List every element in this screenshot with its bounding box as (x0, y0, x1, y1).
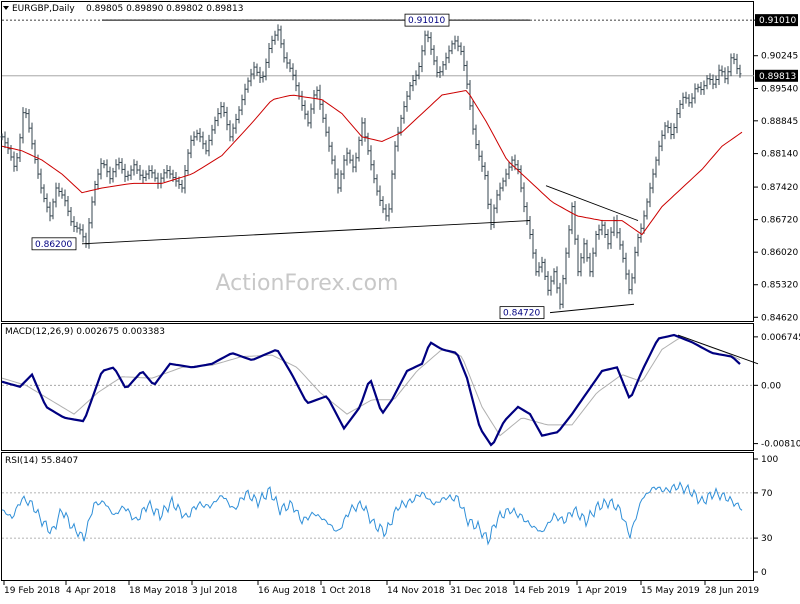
macd-tick-label: 0.00 (761, 381, 781, 391)
watermark: ActionForex.com (216, 271, 399, 296)
macd-trendline (677, 334, 759, 365)
price-annotation-box (499, 306, 545, 320)
x-tick-label: 28 Jun 2019 (705, 586, 759, 596)
x-tick-label: 14 Feb 2019 (514, 586, 570, 596)
rsi-title: RSI(14) 55.8407 (5, 456, 78, 466)
price-panel-frame (1, 1, 754, 322)
price-tick-label: 0.90245 (761, 52, 798, 62)
price-tick-label: 0.84620 (761, 313, 798, 323)
price-axis: 0.91010 0.90245 0.89540 0.88845 0.88140 0.874… (754, 14, 798, 323)
x-tick-label: 31 Dec 2018 (450, 586, 508, 596)
macd-signal-line (1, 336, 741, 437)
x-tick-label: 1 Apr 2019 (577, 586, 627, 596)
rsi-tick-label: 0 (761, 568, 767, 578)
x-axis: 19 Feb 2018 4 Apr 2018 18 May 2018 3 Jul 20… (3, 581, 759, 596)
highlight-price-box (755, 14, 798, 27)
price-annotation-label: 0.86200 (35, 240, 72, 250)
rsi-axis: 100 70 30 0 (754, 455, 778, 578)
trendlines (81, 19, 639, 314)
rsi-tick-label: 100 (761, 455, 778, 465)
x-tick-label: 19 Feb 2018 (4, 586, 60, 596)
dropdown-arrow-icon[interactable] (3, 6, 9, 10)
price-annotation-label: 0.84720 (503, 309, 540, 319)
price-tick-label: 0.85320 (761, 281, 798, 291)
current-price-label: 0.89813 (759, 72, 796, 82)
x-tick-label: 4 Apr 2018 (66, 586, 116, 596)
moving-average (1, 89, 743, 236)
price-annotation-box (404, 13, 450, 27)
macd-title: MACD(12,26,9) 0.002675 0.003383 (5, 327, 165, 337)
price-tick-label: 0.88845 (761, 117, 798, 127)
highlight-price-label: 0.91010 (759, 16, 796, 26)
ohlc-readout: 0.89805 0.89890 0.89802 0.89813 (86, 4, 243, 14)
price-annotation-label: 0.91010 (408, 16, 445, 26)
macd-lines (1, 333, 759, 447)
price-tick-label: 0.89540 (761, 84, 798, 94)
moving-average-line (1, 89, 743, 236)
x-tick-label: 18 May 2018 (129, 586, 188, 596)
x-tick-label: 14 Nov 2018 (387, 586, 445, 596)
x-tick-label: 1 Oct 2018 (321, 586, 371, 596)
rsi-line (1, 481, 743, 546)
trendline (81, 220, 531, 245)
price-tick-label: 0.86720 (761, 216, 798, 226)
price-tick-label: 0.87420 (761, 183, 798, 193)
x-tick-label: 3 Jul 2018 (192, 586, 237, 596)
macd-line (1, 333, 741, 447)
price-tick-label: 0.88140 (761, 150, 798, 160)
trendline (549, 303, 635, 314)
macd-panel-frame (1, 323, 754, 451)
rsi-lines (1, 481, 743, 546)
chart-title: EURGBP,Daily (12, 4, 75, 14)
current-price-box (755, 69, 798, 82)
x-tick-label: 16 Aug 2018 (258, 586, 316, 596)
price-annotation-box (31, 237, 77, 251)
trendline (545, 185, 639, 221)
price-annotations: 0.91010 0.86200 0.84720 (31, 13, 545, 320)
rsi-tick-label: 30 (761, 534, 773, 544)
rsi-grid (2, 492, 754, 539)
rsi-panel-frame (1, 452, 754, 581)
macd-tick-label: 0.006745 (761, 333, 800, 343)
price-tick-label: 0.86020 (761, 248, 798, 258)
x-tick-label: 15 May 2019 (641, 586, 700, 596)
macd-tick-label: -0.008109 (761, 440, 800, 450)
rsi-tick-label: 70 (761, 489, 773, 499)
macd-axis: 0.006745 0.00 -0.008109 (754, 333, 800, 450)
